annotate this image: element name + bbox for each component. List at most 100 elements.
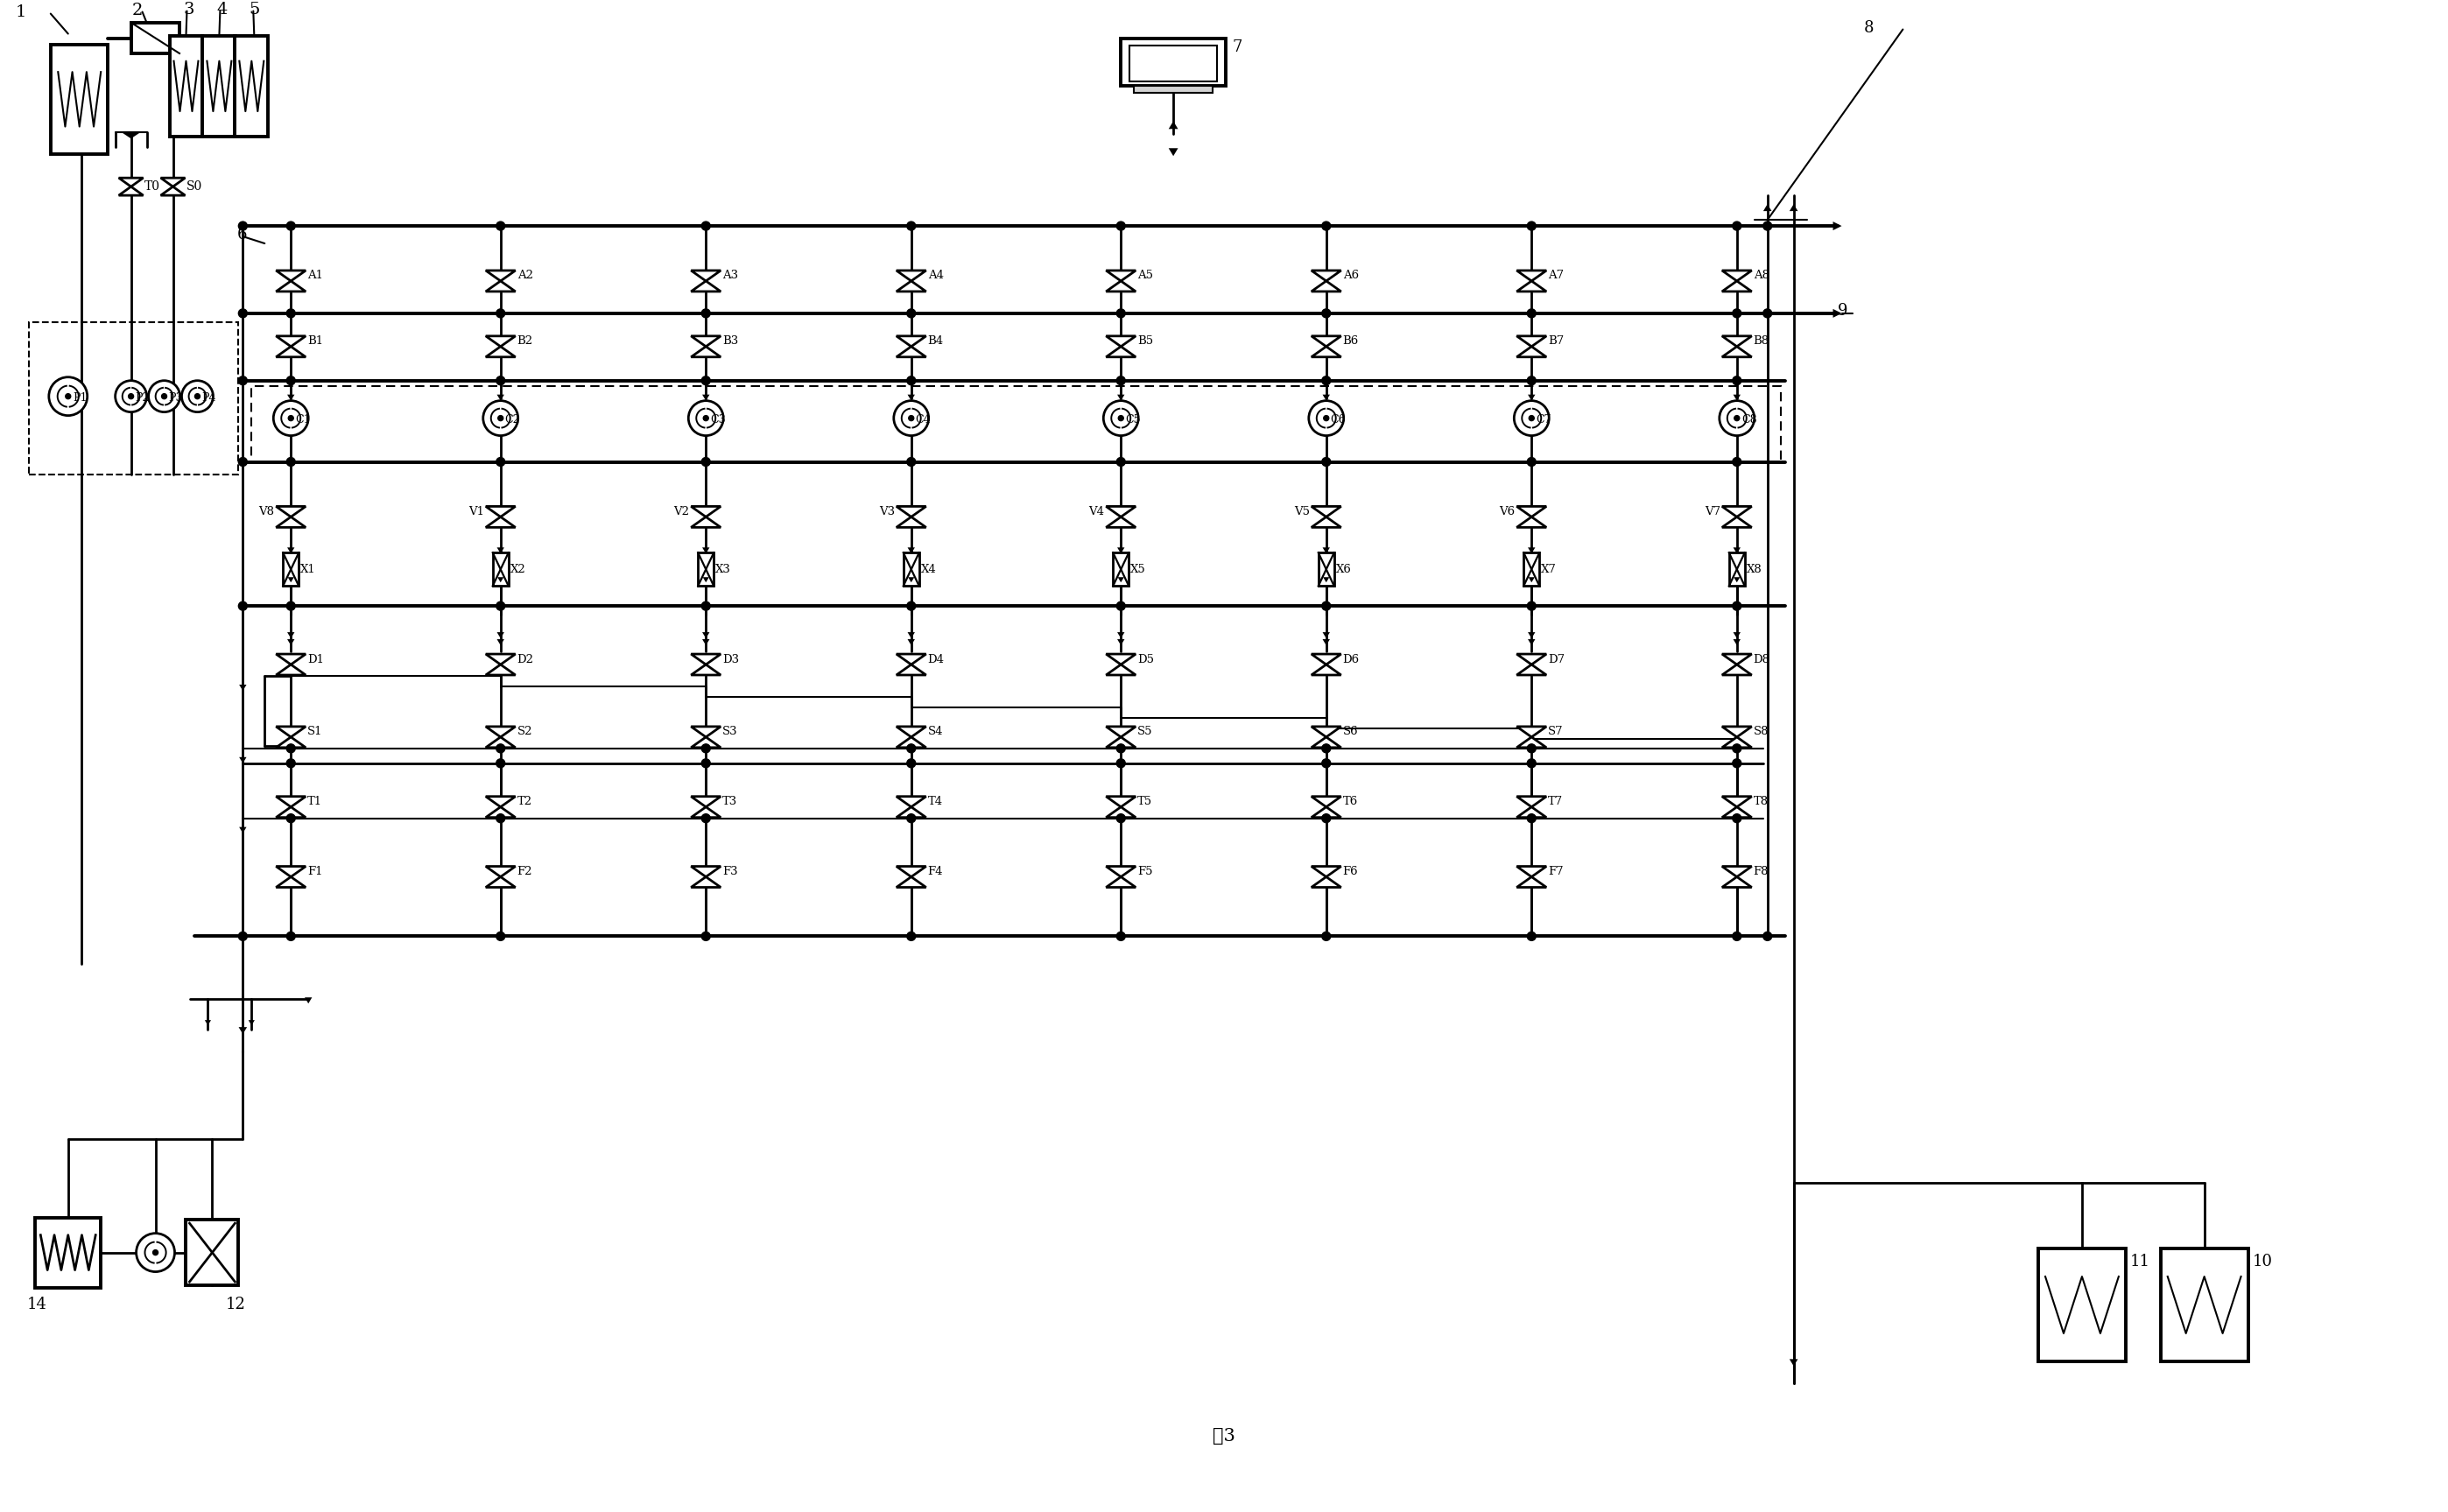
Polygon shape [1322, 578, 1329, 582]
Polygon shape [1518, 877, 1547, 888]
Polygon shape [497, 547, 504, 553]
Circle shape [1324, 416, 1329, 420]
Polygon shape [277, 517, 306, 528]
Circle shape [688, 401, 722, 435]
Circle shape [1528, 458, 1535, 466]
Polygon shape [1312, 336, 1342, 346]
Polygon shape [690, 281, 720, 292]
Polygon shape [1721, 281, 1753, 292]
Text: C8: C8 [1741, 414, 1758, 425]
Circle shape [1763, 931, 1772, 940]
Text: S0: S0 [186, 180, 203, 192]
Polygon shape [237, 1027, 247, 1034]
Circle shape [497, 759, 504, 768]
Text: T2: T2 [517, 795, 531, 807]
Polygon shape [896, 727, 925, 736]
Polygon shape [1312, 727, 1342, 736]
Text: F7: F7 [1547, 866, 1564, 877]
Text: S5: S5 [1138, 726, 1153, 738]
Circle shape [286, 458, 296, 466]
Polygon shape [497, 640, 504, 646]
Circle shape [1528, 308, 1535, 318]
Text: B8: B8 [1753, 336, 1770, 346]
Polygon shape [1106, 655, 1136, 665]
Polygon shape [304, 998, 311, 1004]
Polygon shape [1312, 866, 1342, 877]
Circle shape [482, 401, 519, 435]
Circle shape [906, 458, 916, 466]
Polygon shape [277, 281, 306, 292]
Circle shape [237, 222, 247, 230]
Text: A1: A1 [308, 271, 323, 281]
Circle shape [906, 759, 916, 768]
Circle shape [906, 931, 916, 940]
Text: F5: F5 [1138, 866, 1153, 877]
Circle shape [1733, 376, 1741, 386]
Text: C2: C2 [504, 414, 521, 425]
Circle shape [237, 458, 247, 466]
Polygon shape [1789, 204, 1797, 212]
Polygon shape [896, 866, 925, 877]
Polygon shape [485, 866, 517, 877]
Circle shape [1322, 458, 1332, 466]
Polygon shape [896, 877, 925, 888]
Polygon shape [240, 758, 247, 764]
Polygon shape [896, 665, 925, 674]
Text: F8: F8 [1753, 866, 1770, 877]
Polygon shape [485, 736, 517, 747]
Text: V2: V2 [673, 507, 690, 517]
Text: D8: D8 [1753, 653, 1770, 665]
Polygon shape [1721, 727, 1753, 736]
Circle shape [1763, 222, 1772, 230]
Circle shape [152, 1250, 159, 1255]
Polygon shape [1106, 807, 1136, 818]
Polygon shape [1106, 665, 1136, 674]
Text: 图3: 图3 [1212, 1427, 1236, 1444]
Polygon shape [1518, 866, 1547, 877]
Text: V6: V6 [1498, 507, 1515, 517]
Circle shape [703, 744, 710, 753]
Polygon shape [1106, 736, 1136, 747]
Polygon shape [1518, 807, 1547, 818]
Circle shape [286, 602, 296, 611]
Bar [492, 553, 509, 587]
Circle shape [497, 813, 504, 823]
Polygon shape [1312, 517, 1342, 528]
Polygon shape [1763, 204, 1772, 212]
Text: C6: C6 [1332, 414, 1346, 425]
Circle shape [908, 416, 913, 420]
Bar [284, 553, 299, 587]
Bar [235, 36, 269, 136]
Polygon shape [1518, 517, 1547, 528]
Polygon shape [690, 346, 720, 357]
Text: T5: T5 [1138, 795, 1153, 807]
Text: X4: X4 [920, 564, 938, 575]
Text: V8: V8 [259, 507, 274, 517]
Circle shape [497, 416, 504, 420]
Text: 12: 12 [225, 1297, 245, 1312]
Text: S2: S2 [517, 726, 534, 738]
Polygon shape [703, 632, 710, 638]
Circle shape [906, 222, 916, 230]
Text: 5: 5 [250, 2, 259, 17]
Text: V3: V3 [879, 507, 894, 517]
Text: 9: 9 [1838, 302, 1848, 319]
Polygon shape [277, 271, 306, 281]
Circle shape [1733, 602, 1741, 611]
Circle shape [1733, 759, 1741, 768]
Text: 3: 3 [184, 2, 193, 17]
Polygon shape [247, 1021, 255, 1025]
Text: S6: S6 [1344, 726, 1359, 738]
Polygon shape [286, 632, 294, 638]
Circle shape [1528, 376, 1535, 386]
Circle shape [286, 931, 296, 940]
Circle shape [1718, 401, 1755, 435]
Bar [252, 386, 1780, 461]
Text: F2: F2 [517, 866, 534, 877]
Polygon shape [1721, 507, 1753, 517]
Text: B3: B3 [722, 336, 739, 346]
Text: B7: B7 [1547, 336, 1564, 346]
Polygon shape [1106, 727, 1136, 736]
Bar [186, 1220, 237, 1285]
Text: P1: P1 [73, 393, 88, 404]
